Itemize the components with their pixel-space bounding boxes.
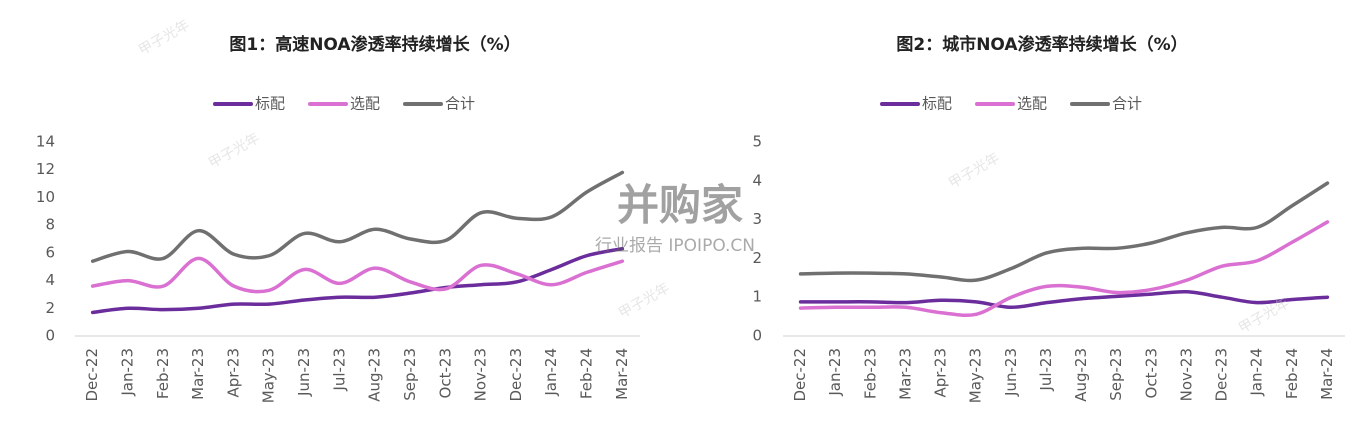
- y-tick-label: 2: [752, 249, 762, 267]
- legend-label: 标配: [255, 95, 285, 113]
- series-line: [798, 289, 1330, 310]
- y-tick-label: 0: [752, 327, 762, 345]
- x-tick-label: Oct-23: [1142, 348, 1160, 398]
- x-tick-label: Feb-23: [861, 348, 879, 399]
- y-tick-label: 8: [45, 216, 55, 234]
- x-tick-label: Jan-24: [542, 348, 560, 397]
- series-line: [90, 256, 625, 294]
- x-tick-label: Jul-23: [330, 348, 348, 392]
- x-tick-label: Sep-23: [1107, 348, 1125, 401]
- y-tick-label: 3: [752, 210, 762, 228]
- series-line: [798, 181, 1330, 283]
- y-tick-label: 10: [36, 188, 55, 206]
- x-tick-label: Oct-23: [436, 348, 454, 398]
- legend-label: 合计: [1112, 95, 1142, 113]
- series-line: [90, 246, 625, 315]
- x-tick-label: Jan-23: [826, 348, 844, 397]
- y-tick-label: 1: [752, 288, 762, 306]
- legend-label: 选配: [1017, 95, 1047, 113]
- y-tick-label: 4: [45, 271, 55, 289]
- x-tick-label: Jun-23: [1002, 348, 1020, 397]
- x-tick-label: May-23: [260, 348, 278, 403]
- x-tick-label: Apr-23: [932, 348, 950, 398]
- y-tick-label: 12: [36, 160, 55, 178]
- y-tick-label: 6: [45, 243, 55, 261]
- x-tick-label: Dec-23: [1213, 348, 1231, 402]
- x-tick-label: Feb-24: [578, 348, 596, 399]
- x-tick-label: Mar-23: [896, 348, 914, 400]
- x-tick-label: Jan-23: [118, 348, 136, 397]
- series-line: [90, 170, 625, 263]
- x-tick-label: Feb-24: [1283, 348, 1301, 399]
- x-tick-label: Jan-24: [1248, 348, 1266, 397]
- chart-title: 图1：高速NOA渗透率持续增长（%）: [229, 34, 520, 55]
- watermark: 甲子光年: [616, 280, 672, 322]
- y-tick-label: 14: [36, 133, 55, 151]
- legend-label: 合计: [445, 95, 475, 113]
- x-tick-label: Mar-24: [613, 348, 631, 400]
- x-tick-label: May-23: [967, 348, 985, 403]
- chart-title: 图2：城市NOA渗透率持续增长（%）: [896, 34, 1187, 55]
- x-tick-label: Feb-23: [154, 348, 172, 399]
- x-tick-label: Nov-23: [1177, 348, 1195, 401]
- x-tick-label: Dec-22: [791, 348, 809, 402]
- y-tick-label: 0: [45, 327, 55, 345]
- watermark-logo: 并购家: [617, 181, 743, 230]
- x-tick-label: Mar-23: [189, 348, 207, 400]
- x-tick-label: Dec-22: [83, 348, 101, 402]
- watermark: 甲子光年: [946, 150, 1002, 192]
- x-tick-label: Mar-24: [1318, 348, 1336, 400]
- y-tick-label: 5: [752, 133, 762, 151]
- x-tick-label: Jul-23: [1037, 348, 1055, 392]
- y-tick-label: 4: [752, 171, 762, 189]
- series-line: [798, 220, 1330, 318]
- y-tick-label: 2: [45, 299, 55, 317]
- x-tick-label: Aug-23: [366, 348, 384, 402]
- x-tick-label: Jun-23: [295, 348, 313, 397]
- legend-label: 选配: [350, 95, 380, 113]
- x-tick-label: Sep-23: [401, 348, 419, 401]
- watermark: 甲子光年: [136, 17, 192, 59]
- x-tick-label: Dec-23: [507, 348, 525, 402]
- x-tick-label: Nov-23: [472, 348, 490, 401]
- x-tick-label: Apr-23: [224, 348, 242, 398]
- legend-label: 标配: [922, 95, 952, 113]
- watermark: 甲子光年: [206, 130, 262, 172]
- watermark-site: 行业报告 IPOIPO.CN: [595, 236, 755, 256]
- x-tick-label: Aug-23: [1072, 348, 1090, 402]
